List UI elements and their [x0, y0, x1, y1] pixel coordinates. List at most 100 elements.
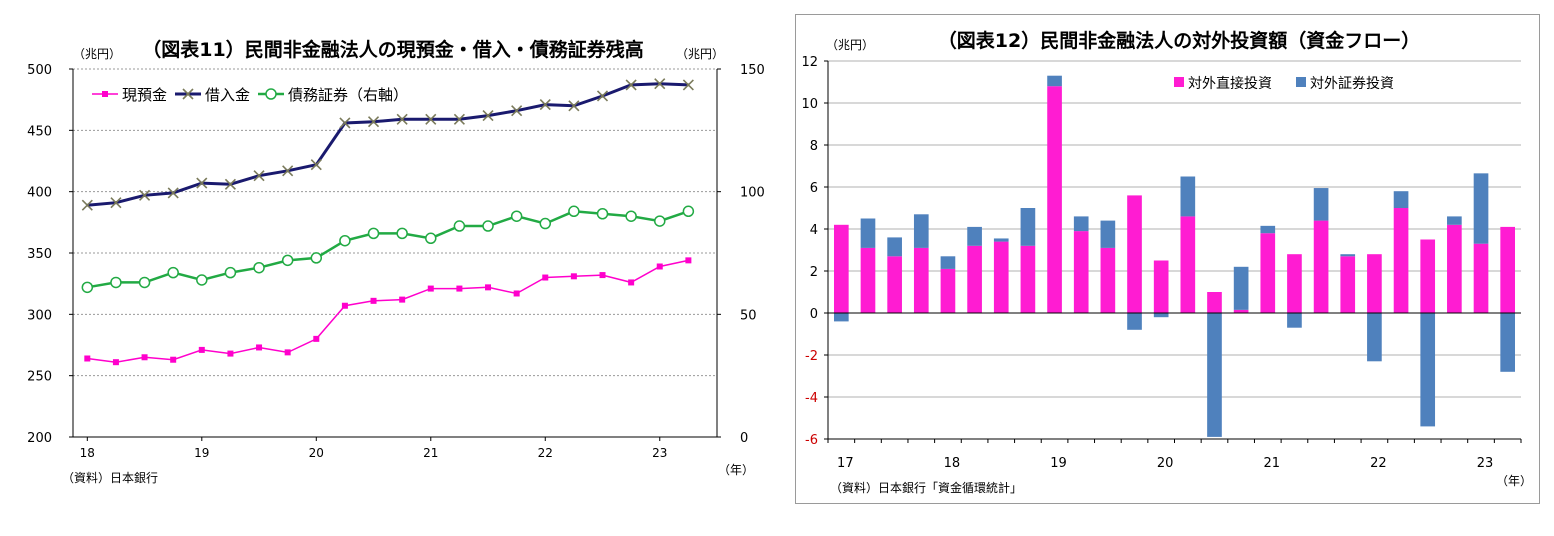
bar-direct-investment	[1340, 256, 1356, 313]
bar-portfolio-investment	[1500, 313, 1516, 372]
bar-direct-investment	[913, 247, 929, 313]
cash-deposits-point	[599, 272, 606, 279]
bar-group	[1287, 254, 1302, 328]
debt-securities-point	[425, 232, 437, 245]
legend-marker	[102, 91, 108, 97]
borrowings-point	[453, 113, 465, 125]
debt-securities-point	[196, 274, 208, 286]
debt-securities-point	[654, 215, 666, 227]
x-tick-label: 18	[944, 456, 961, 471]
legend-marker	[265, 88, 277, 100]
y-tick-label: 4	[810, 223, 818, 238]
bar-direct-investment	[1473, 243, 1489, 313]
bar-direct-investment	[1047, 86, 1062, 313]
x-tick-label: 20	[309, 446, 324, 460]
y-tick-label: 6	[810, 181, 818, 196]
bar-direct-investment	[1020, 245, 1036, 313]
x-tick-label: 22	[1370, 456, 1387, 471]
x-tick-label: 22	[538, 446, 553, 460]
marker-stroke	[224, 178, 236, 190]
cash-deposits-point	[685, 257, 692, 264]
cash-deposits-series	[84, 257, 692, 366]
marker-stroke	[310, 159, 322, 171]
chart-panel-outward-investment: （図表12）民間非金融法人の対外投資額（資金フロー） （兆円） （年） （資料）…	[795, 14, 1540, 504]
borrowings-point	[196, 177, 208, 189]
debt-securities-point	[596, 207, 609, 220]
bar-direct-investment	[993, 241, 1009, 313]
chart-title: （図表12）民間非金融法人の対外投資額（資金フロー）	[938, 29, 1420, 52]
legend-label: 債務証券（右軸）	[288, 86, 408, 104]
legend-direct-investment: 対外直接投資	[1174, 75, 1272, 92]
cash-deposits-point	[313, 335, 320, 342]
borrowings-point	[110, 197, 122, 209]
bar-portfolio-investment	[913, 214, 929, 248]
borrowings-point	[654, 78, 666, 90]
borrowings-point	[282, 165, 294, 177]
bar-direct-investment	[1207, 292, 1222, 313]
borrowings-point	[138, 189, 151, 201]
borrowings-point	[539, 99, 551, 111]
debt-securities-series	[81, 205, 695, 294]
legend-label: 借入金	[205, 86, 250, 104]
x-tick-label: 19	[1050, 456, 1067, 471]
bar-direct-investment	[1153, 260, 1169, 313]
debt-securities-point	[568, 205, 580, 218]
bar-group	[1313, 188, 1329, 313]
bar-portfolio-investment	[993, 238, 1009, 242]
right-axis-unit: （兆円）	[676, 47, 724, 61]
debt-securities-point	[281, 254, 294, 267]
marker-stroke	[396, 113, 408, 125]
y-tick-label: 10	[801, 97, 818, 112]
bar-portfolio-investment	[940, 256, 956, 269]
borrowings-point	[367, 116, 380, 128]
borrowings-point	[568, 100, 580, 112]
bar-group	[1020, 208, 1036, 313]
legend-portfolio-investment: 対外証券投資	[1296, 76, 1394, 92]
bar-group	[1047, 75, 1062, 313]
borrowings-point	[224, 178, 236, 190]
debt-securities-point	[253, 261, 265, 274]
cash-deposits-point	[485, 284, 492, 291]
y-tick-label-left: 350	[27, 247, 52, 262]
legend-swatch	[1174, 77, 1184, 87]
bar-group	[1260, 225, 1276, 313]
bar-group	[1100, 220, 1116, 313]
cash-deposits-point	[399, 296, 406, 303]
legend-bonds: 債務証券（右軸）	[258, 86, 408, 104]
debt-securities-point	[539, 217, 552, 230]
marker-stroke	[182, 88, 194, 100]
bar-group	[1073, 216, 1089, 313]
y-tick-label-right: 50	[740, 308, 757, 323]
cash-deposits-point	[628, 279, 635, 286]
bar-group	[993, 238, 1009, 313]
x-tick-label: 18	[80, 446, 95, 460]
cash-deposits-point	[427, 285, 434, 292]
bar-direct-investment	[1420, 239, 1436, 313]
marker-stroke	[453, 113, 465, 125]
bar-direct-investment	[1447, 224, 1462, 313]
y-tick-label: -4	[805, 391, 818, 406]
cash-deposits-point	[198, 346, 205, 353]
marker-stroke	[339, 117, 351, 129]
bar-chart: （図表12）民間非金融法人の対外投資額（資金フロー） （兆円） （年） （資料）…	[801, 29, 1532, 495]
cash-deposits-point	[284, 349, 291, 356]
bar-portfolio-investment	[887, 237, 902, 257]
bar-group	[833, 224, 849, 322]
legend-cash: 現預金	[92, 86, 167, 104]
bar-direct-investment	[940, 268, 956, 313]
borrowings-point	[81, 199, 93, 211]
borrowings-series	[81, 78, 694, 211]
bar-portfolio-investment	[1420, 313, 1436, 427]
x-tick-label: 20	[1157, 456, 1174, 471]
cash-deposits-line	[87, 259, 689, 363]
y-tick-label-left: 300	[27, 308, 52, 323]
marker-stroke	[482, 110, 494, 122]
bar-direct-investment	[887, 256, 902, 313]
y-tick-label: -6	[805, 433, 818, 448]
borrowings-point	[396, 113, 408, 125]
x-axis-unit: （年）	[718, 463, 754, 477]
legend-marker	[182, 88, 194, 100]
bar-group	[1500, 226, 1516, 372]
borrowings-point	[482, 110, 494, 122]
bar-portfolio-investment	[1127, 313, 1142, 330]
